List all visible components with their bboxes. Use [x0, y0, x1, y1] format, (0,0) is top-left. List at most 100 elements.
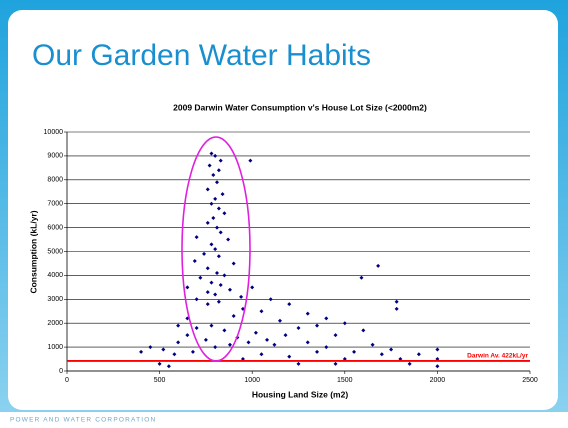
data-point	[213, 247, 218, 252]
data-point	[176, 340, 181, 345]
data-point	[220, 192, 225, 197]
data-point	[209, 201, 214, 206]
y-tick-label: 6000	[47, 224, 63, 231]
data-point	[379, 352, 384, 357]
data-point	[205, 187, 210, 192]
data-point	[342, 321, 347, 326]
data-point	[209, 280, 214, 285]
data-point	[176, 323, 181, 328]
data-point	[253, 330, 258, 335]
data-point	[148, 345, 153, 350]
data-point	[416, 352, 421, 357]
data-point	[239, 294, 244, 299]
slide-card	[8, 10, 558, 410]
data-point	[139, 349, 144, 354]
data-point	[209, 242, 214, 247]
slide-title: Our Garden Water Habits	[32, 39, 371, 72]
data-point	[389, 347, 394, 352]
y-axis-title: Consumption (kL/yr)	[28, 210, 38, 293]
data-point	[333, 361, 338, 366]
data-point	[359, 275, 364, 280]
y-tick-label: 3000	[47, 296, 63, 303]
data-point	[333, 333, 338, 338]
data-point	[222, 328, 227, 333]
data-point	[211, 216, 216, 221]
data-point	[161, 347, 166, 352]
plot-area: 0100020003000400050006000700080009000100…	[44, 129, 538, 384]
data-point	[296, 325, 301, 330]
x-tick-label: 2000	[430, 377, 446, 384]
data-point	[216, 168, 221, 173]
data-point	[205, 290, 210, 295]
x-tick-label: 1000	[244, 377, 260, 384]
data-point	[227, 287, 232, 292]
data-point	[361, 328, 366, 333]
data-point	[211, 173, 216, 178]
data-point	[209, 151, 214, 156]
data-point	[305, 340, 310, 345]
data-point	[370, 342, 375, 347]
data-point	[287, 354, 292, 359]
data-point	[205, 266, 210, 271]
data-point	[324, 345, 329, 350]
data-point	[185, 333, 190, 338]
data-point	[227, 342, 232, 347]
data-point	[213, 345, 218, 350]
data-point	[205, 302, 210, 307]
x-tick-label: 1500	[337, 377, 353, 384]
reference-label: Darwin Av. 422kL/yr	[467, 353, 528, 360]
data-point	[205, 220, 210, 225]
data-point	[315, 349, 320, 354]
data-point	[194, 235, 199, 240]
y-tick-label: 1000	[47, 344, 63, 351]
data-point	[250, 285, 255, 290]
data-point	[216, 299, 221, 304]
footer-text: POWER AND WATER CORPORATION	[10, 417, 156, 424]
data-point	[157, 361, 162, 366]
data-point	[215, 225, 220, 230]
y-tick-label: 7000	[47, 201, 63, 208]
data-point	[194, 297, 199, 302]
y-tick-label: 0	[59, 368, 63, 375]
data-point	[215, 180, 220, 185]
data-point	[203, 337, 208, 342]
data-point	[215, 271, 220, 276]
data-point	[218, 158, 223, 163]
data-point	[435, 364, 440, 369]
data-point	[213, 196, 218, 201]
data-point	[226, 237, 231, 242]
data-point	[231, 314, 236, 319]
data-point	[394, 299, 399, 304]
chart-title: 2009 Darwin Water Consumption v's House …	[173, 102, 427, 112]
data-point	[277, 318, 282, 323]
data-point	[185, 285, 190, 290]
data-point	[231, 261, 236, 266]
y-tick-label: 9000	[47, 153, 63, 160]
data-point	[198, 275, 203, 280]
data-point	[435, 347, 440, 352]
x-tick-label: 0	[65, 377, 69, 384]
y-tick-label: 4000	[47, 272, 63, 279]
data-point	[376, 263, 381, 268]
footer-strip	[0, 412, 568, 428]
data-point	[194, 325, 199, 330]
data-point	[305, 311, 310, 316]
data-point	[209, 323, 214, 328]
x-tick-label: 500	[154, 377, 166, 384]
y-tick-label: 2000	[47, 320, 63, 327]
data-point	[222, 211, 227, 216]
data-point	[394, 306, 399, 311]
data-point	[268, 297, 273, 302]
data-point	[172, 352, 177, 357]
data-point	[324, 316, 329, 321]
data-point	[296, 361, 301, 366]
data-point	[213, 292, 218, 297]
data-point	[207, 163, 212, 168]
data-point	[259, 309, 264, 314]
data-point	[287, 302, 292, 307]
y-tick-label: 5000	[47, 248, 63, 255]
data-point	[216, 254, 221, 259]
data-point	[265, 337, 270, 342]
data-point	[192, 259, 197, 264]
